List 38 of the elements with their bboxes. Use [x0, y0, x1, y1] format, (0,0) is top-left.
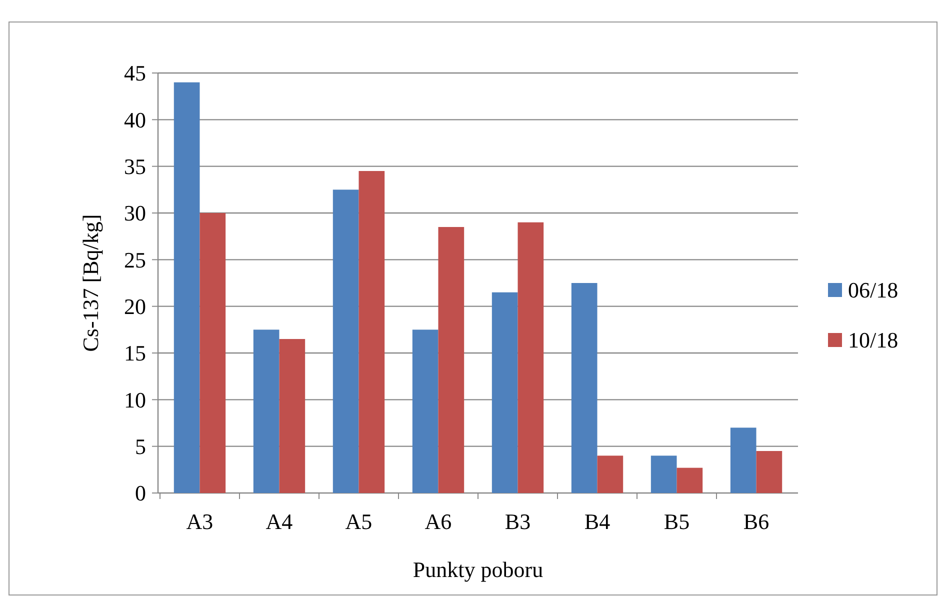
x-tick-label: B6	[743, 509, 770, 534]
bar	[174, 82, 200, 493]
x-tick-label: B3	[504, 509, 531, 534]
x-tick-label: A6	[424, 509, 452, 534]
x-axis-title: Punkty poboru	[412, 557, 544, 582]
bar	[518, 222, 544, 493]
y-tick-label: 20	[124, 294, 146, 320]
y-tick-label: 10	[124, 387, 146, 412]
bar	[279, 339, 306, 493]
x-tick-label: A5	[345, 509, 372, 534]
x-tick-label: A3	[186, 509, 214, 534]
legend-label: 06/18	[848, 278, 898, 303]
bar	[200, 213, 226, 493]
x-tick-label: B5	[664, 509, 690, 534]
y-tick-label: 25	[124, 247, 146, 272]
bar	[756, 451, 782, 493]
bar	[492, 292, 518, 493]
bar	[438, 227, 464, 493]
y-tick-label: 35	[124, 154, 146, 180]
y-tick-label: 15	[124, 340, 146, 366]
bar	[597, 456, 624, 493]
y-tick-label: 0	[135, 480, 146, 506]
bar	[730, 428, 756, 493]
x-tick-label: A4	[266, 509, 293, 534]
y-axis-title: Cs-137 [Bq/kg]	[78, 214, 103, 352]
bar	[650, 456, 677, 493]
y-tick-label: 30	[124, 200, 146, 226]
bar	[412, 330, 438, 493]
y-tick-label: 40	[124, 107, 146, 132]
bar	[676, 468, 703, 493]
bar	[571, 283, 598, 493]
bar	[358, 171, 385, 493]
bar	[253, 330, 280, 493]
y-tick-label: 45	[124, 60, 146, 86]
bar	[332, 190, 359, 493]
x-tick-label: B4	[584, 509, 610, 534]
legend-label: 10/18	[848, 328, 898, 353]
y-tick-label: 5	[135, 434, 146, 460]
